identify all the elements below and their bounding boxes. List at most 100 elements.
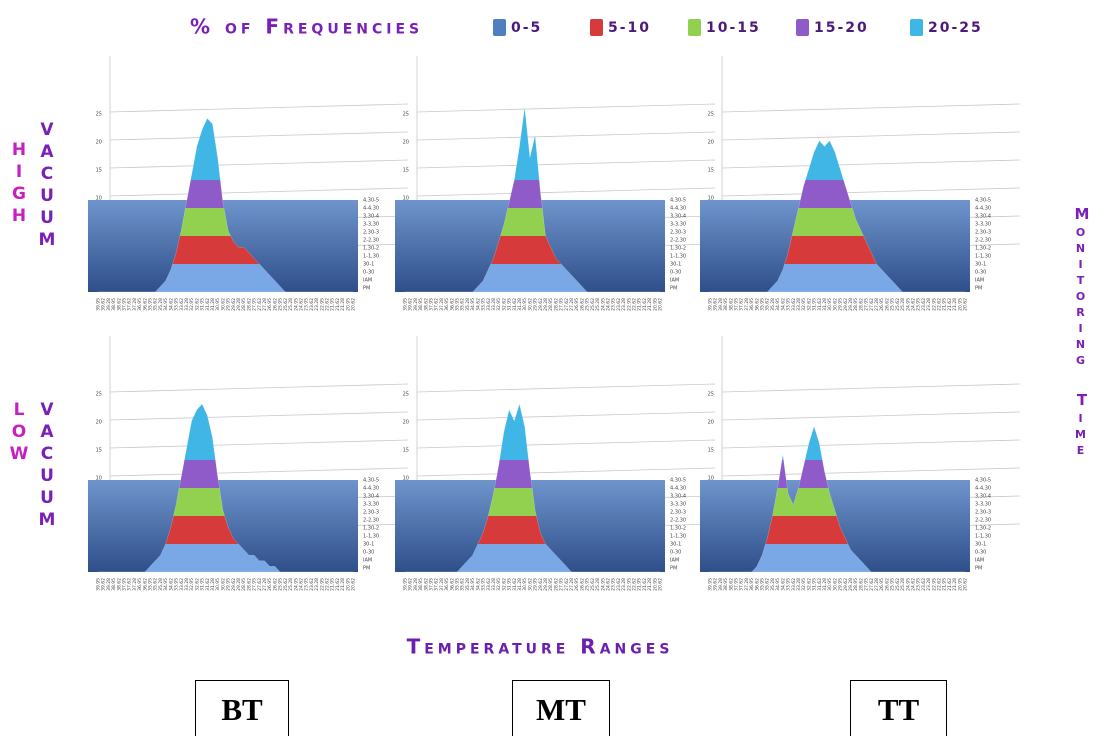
x-tick-label: 29.62 xyxy=(843,578,849,591)
x-tick-label: 37.28 xyxy=(439,298,445,311)
z-tick-label: 1-1,30 xyxy=(363,254,379,260)
y-tick-label: 10 xyxy=(96,196,102,202)
surface-band xyxy=(488,488,537,516)
legend-label: 0-5 xyxy=(511,20,542,36)
x-tick-label: 24.62 xyxy=(910,578,916,591)
x-tick-label: 22.62 xyxy=(324,298,330,311)
z-tick-label: 30-1 xyxy=(975,542,986,548)
surface-band xyxy=(798,180,853,208)
z-tick-label: 2,30-3 xyxy=(975,230,991,236)
x-tick-label: 33.62 xyxy=(791,578,797,591)
z-tick-label: 0-30 xyxy=(363,550,374,556)
x-tick-label: 38.62 xyxy=(116,578,122,591)
x-tick-label: 35.95 xyxy=(148,298,154,311)
row-label: VACUUM xyxy=(37,120,57,252)
surface-band xyxy=(500,208,546,236)
x-tick-label: 23.28 xyxy=(314,298,320,311)
surface-band xyxy=(805,140,844,180)
row-label: HIGH xyxy=(9,140,29,228)
x-tick-label: 23.95 xyxy=(916,298,922,311)
surface-band xyxy=(173,488,225,516)
x-tick-label: 26.62 xyxy=(272,578,278,591)
z-tick-label: 4-4,30 xyxy=(363,206,379,212)
x-tick-label: 33.28 xyxy=(491,578,497,591)
x-tick-label: 32.62 xyxy=(501,298,507,311)
x-tick-label: 31.28 xyxy=(822,298,828,311)
x-tick-label: 25.62 xyxy=(283,578,289,591)
surface-band xyxy=(405,544,660,572)
x-tick-label: 20.62 xyxy=(658,298,664,311)
z-tick-label: PM xyxy=(975,286,982,292)
x-tick-label: 25.95 xyxy=(585,578,591,591)
z-tick-label: 2-2,30 xyxy=(975,518,991,524)
z-tick-label: PM xyxy=(670,566,677,572)
grid-line xyxy=(721,411,1021,421)
x-tick-label: 23.95 xyxy=(611,578,617,591)
x-tick-label: 20.95 xyxy=(345,298,351,311)
x-tick-label: 36.62 xyxy=(449,578,455,591)
y-tick-label: 15 xyxy=(403,168,409,174)
x-tick-label: 35.62 xyxy=(460,298,466,311)
column-label: BT xyxy=(195,680,289,736)
x-tick-label: 35.95 xyxy=(148,578,154,591)
x-tick-label: 28.95 xyxy=(548,298,554,311)
y-tick-label: 10 xyxy=(403,476,409,482)
x-tick-label: 30.62 xyxy=(832,298,838,311)
z-tick-label: 30-1 xyxy=(670,542,681,548)
x-tick-label: 39.28 xyxy=(106,578,112,591)
z-tick-label: 4,30-5 xyxy=(975,478,991,484)
x-tick-label: 38.62 xyxy=(728,578,734,591)
y-tick-label: 20 xyxy=(96,140,102,146)
x-tick-label: 25.28 xyxy=(288,298,294,311)
x-tick-label: 36.95 xyxy=(137,298,143,311)
z-tick-label: 0-30 xyxy=(975,550,986,556)
x-tick-label: 32.95 xyxy=(189,298,195,311)
surface-band xyxy=(507,180,543,208)
x-tick-label: 24.95 xyxy=(293,578,299,591)
x-tick-label: 27.95 xyxy=(864,298,870,311)
x-tick-label: 39.28 xyxy=(718,578,724,591)
x-tick-label: 29.28 xyxy=(543,578,549,591)
x-tick-label: 30.62 xyxy=(220,578,226,591)
x-tick-label: 26.62 xyxy=(579,298,585,311)
x-tick-label: 33.95 xyxy=(174,578,180,591)
legend-swatch xyxy=(493,19,506,36)
grid-line xyxy=(416,439,716,449)
z-tick-label: 1,30-2 xyxy=(363,526,379,532)
x-tick-label: 24.95 xyxy=(905,298,911,311)
x-tick-label: 32.62 xyxy=(806,578,812,591)
x-tick-label: 28.95 xyxy=(548,578,554,591)
x-tick-label: 29.95 xyxy=(226,298,232,311)
grid-line xyxy=(721,187,1021,197)
y-tick-label: 25 xyxy=(96,392,102,398)
x-tick-label: 31.62 xyxy=(817,578,823,591)
x-tick-label: 24.95 xyxy=(600,298,606,311)
x-tick-label: 33.95 xyxy=(174,298,180,311)
x-tick-label: 35.28 xyxy=(465,298,471,311)
y-tick-label: 25 xyxy=(708,112,714,118)
y-tick-label: 25 xyxy=(403,112,409,118)
x-tick-label: 39.95 xyxy=(403,578,409,591)
x-tick-label: 31.62 xyxy=(205,578,211,591)
x-tick-label: 28.95 xyxy=(241,578,247,591)
x-tick-label: 27.28 xyxy=(874,578,880,591)
z-tick-label: IAM xyxy=(670,558,679,564)
x-tick-label: 24.62 xyxy=(298,578,304,591)
x-tick-label: 38.62 xyxy=(423,578,429,591)
z-tick-label: 30-1 xyxy=(363,542,374,548)
x-tick-label: 30.95 xyxy=(827,578,833,591)
z-tick-label: PM xyxy=(975,566,982,572)
x-tick-label: 37.95 xyxy=(122,578,128,591)
y-tick-label: 15 xyxy=(708,448,714,454)
z-tick-label: 4-4,30 xyxy=(670,206,686,212)
x-tick-label: 31.28 xyxy=(822,578,828,591)
x-tick-label: 37.62 xyxy=(434,298,440,311)
x-tick-label: 37.95 xyxy=(734,578,740,591)
surface-band xyxy=(184,403,216,460)
x-tick-label: 28.95 xyxy=(853,298,859,311)
grid-line xyxy=(416,131,716,141)
surface-band xyxy=(781,425,823,460)
x-tick-label: 24.95 xyxy=(600,578,606,591)
z-tick-label: 3-3,30 xyxy=(670,222,686,228)
x-tick-label: 23.62 xyxy=(309,298,315,311)
